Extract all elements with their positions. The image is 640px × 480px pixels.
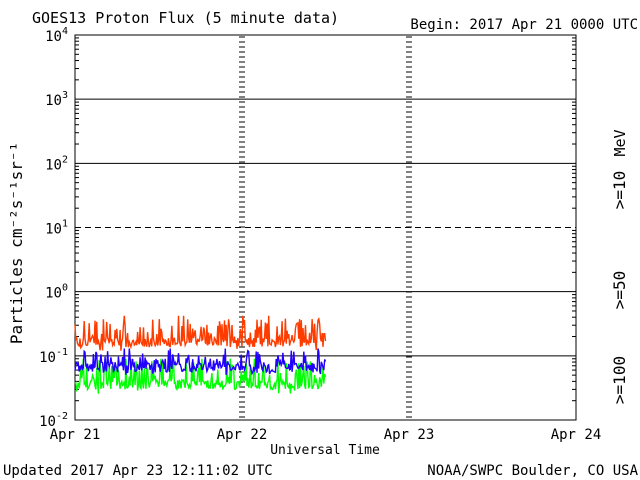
x-tick-labels: Apr 21 Apr 22 Apr 23 Apr 24 xyxy=(50,427,602,443)
x-tick-label: Apr 23 xyxy=(384,427,435,443)
y-axis-label: Particles cm⁻²s⁻¹sr⁻¹ xyxy=(7,142,26,344)
x-tick-label: Apr 21 xyxy=(50,427,101,443)
begin-time: Begin: 2017 Apr 21 0000 UTC xyxy=(410,17,638,33)
y-tick-label: 101 xyxy=(45,219,68,238)
chart-title: GOES13 Proton Flux (5 minute data) xyxy=(32,9,339,27)
x-tick-label: Apr 24 xyxy=(551,427,602,443)
legend-ge100: >=100 xyxy=(610,356,629,404)
y-tick-labels: 104 103 102 101 100 10-1 10-2 xyxy=(39,26,68,430)
y-tick-label: 100 xyxy=(45,283,68,302)
y-tick-label: 103 xyxy=(45,90,68,109)
x-axis-label: Universal Time xyxy=(270,443,380,458)
series-line-50 xyxy=(74,348,327,376)
series-lines xyxy=(74,315,327,394)
day-separator-ticks xyxy=(239,36,412,418)
series-line-100 xyxy=(74,358,327,394)
legend-ge10: >=10 xyxy=(610,171,629,210)
legend: MeV >=10 >=50 >=100 xyxy=(610,129,629,404)
x-tick-label: Apr 22 xyxy=(217,427,268,443)
legend-unit: MeV xyxy=(611,129,629,156)
credit-line: NOAA/SWPC Boulder, CO USA xyxy=(427,463,638,479)
y-tick-label: 104 xyxy=(45,26,68,45)
y-tick-label: 10-1 xyxy=(39,347,68,366)
legend-ge50: >=50 xyxy=(610,271,629,310)
updated-time: Updated 2017 Apr 23 12:11:02 UTC xyxy=(3,463,273,479)
gridlines xyxy=(75,37,576,402)
y-tick-label: 10-2 xyxy=(39,411,68,430)
series-line-10 xyxy=(74,315,327,351)
y-tick-label: 102 xyxy=(45,154,68,173)
